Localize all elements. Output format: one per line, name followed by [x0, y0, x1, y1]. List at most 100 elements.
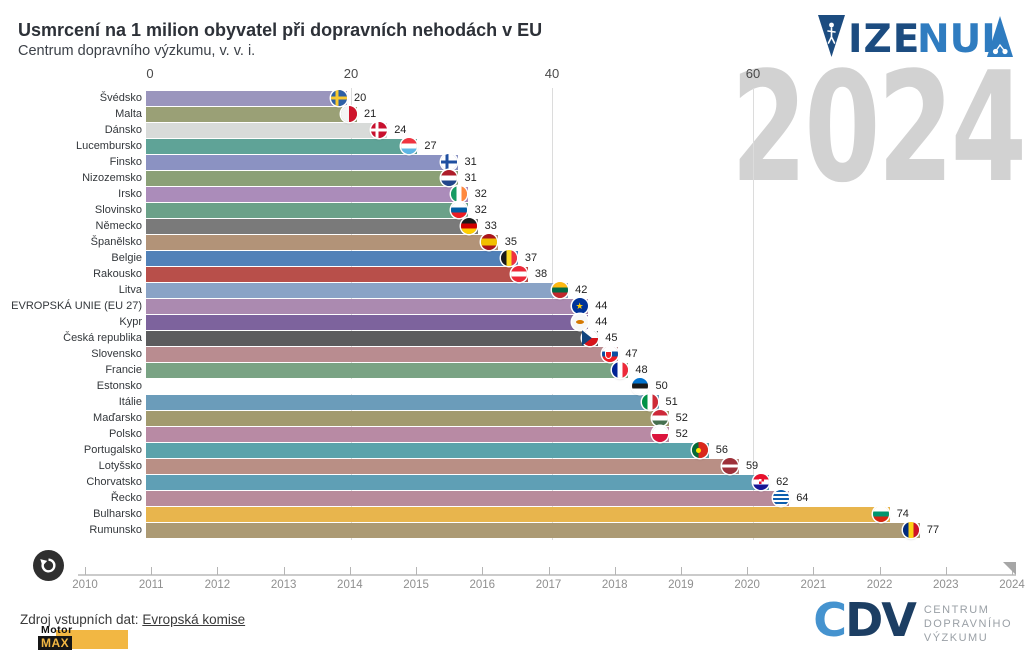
- value-label: 44: [595, 300, 608, 312]
- timeline-year-2014[interactable]: 2014: [337, 579, 363, 591]
- bar-track: 32: [146, 202, 1034, 219]
- flag-icon-se: [330, 90, 347, 106]
- country-label: Lucembursko: [75, 140, 142, 152]
- country-label: Rumunsko: [89, 524, 142, 536]
- timeline-year-2016[interactable]: 2016: [469, 579, 496, 591]
- flag-icon-at: [511, 266, 528, 282]
- value-label: 45: [605, 332, 618, 344]
- timeline-year-2024[interactable]: 2024: [999, 579, 1025, 591]
- country-bar[interactable]: [146, 267, 528, 282]
- value-label: 59: [745, 460, 759, 472]
- country-bar[interactable]: [146, 251, 518, 266]
- country-bar[interactable]: [146, 171, 458, 186]
- timeline-year-2018[interactable]: 2018: [601, 579, 628, 591]
- cdv-logo: CDV CENTRUM DOPRAVNÍHO VÝZKUMU: [813, 596, 1012, 645]
- bar-track: 38: [146, 266, 1034, 283]
- source-note: Zdroj vstupních dat: Evropská komise: [20, 612, 245, 627]
- timeline-year-2015[interactable]: 2015: [403, 579, 429, 591]
- timeline-year-2023[interactable]: 2023: [932, 579, 959, 591]
- table-row: Švédsko 20: [0, 90, 1034, 107]
- table-row: Kypr 44: [0, 314, 1034, 331]
- country-label: Chorvatsko: [86, 476, 142, 488]
- timeline-year-2020[interactable]: 2020: [734, 579, 760, 591]
- bar-track: 44: [146, 314, 1034, 331]
- flag-icon-fr: [611, 362, 628, 378]
- table-row: Rumunsko 77: [0, 522, 1034, 539]
- timeline-year-2017[interactable]: 2017: [535, 579, 562, 591]
- timeline-tick: [879, 567, 881, 575]
- country-bar[interactable]: [146, 219, 478, 234]
- timeline-tick: [85, 567, 86, 575]
- timeline-year-2013[interactable]: 2013: [270, 579, 297, 591]
- bar-track: 48: [146, 362, 1034, 379]
- cdv-text-line3: VÝZKUMU: [923, 632, 989, 644]
- country-bar[interactable]: [146, 187, 468, 202]
- timeline-year-2019[interactable]: 2019: [668, 579, 694, 591]
- country-bar[interactable]: [146, 507, 890, 522]
- bar-track: 47: [146, 346, 1034, 363]
- gridline: [351, 88, 352, 540]
- flag-icon-ie: [451, 186, 468, 202]
- country-bar[interactable]: [146, 459, 739, 474]
- country-bar[interactable]: [146, 491, 790, 506]
- country-label: Německo: [95, 220, 142, 232]
- value-label: 35: [504, 236, 517, 248]
- country-bar[interactable]: [146, 299, 589, 314]
- motormax-motor-text: Motor: [41, 624, 73, 636]
- bar-track: 35: [146, 234, 1034, 251]
- flag-icon-lv: [722, 458, 739, 474]
- country-bar[interactable]: [146, 155, 458, 170]
- value-label: 31: [464, 172, 477, 184]
- bar-track: 62: [146, 474, 1034, 491]
- axis-tick-label: 40: [544, 66, 560, 81]
- source-link[interactable]: Evropská komise: [142, 612, 246, 627]
- country-bar[interactable]: [146, 427, 669, 442]
- flag-icon-de: [461, 218, 478, 234]
- replay-button[interactable]: [33, 550, 64, 581]
- country-bar[interactable]: [146, 523, 920, 538]
- country-bar[interactable]: [146, 283, 569, 298]
- timeline-year-2021[interactable]: 2021: [800, 579, 827, 591]
- country-bar[interactable]: [146, 347, 619, 362]
- country-bar[interactable]: [146, 107, 358, 122]
- timeline-year-2022[interactable]: 2022: [866, 579, 893, 591]
- country-bar[interactable]: [146, 395, 659, 410]
- country-label: Nizozemsko: [82, 172, 142, 184]
- timeline-tick: [283, 567, 285, 575]
- country-label: Finsko: [109, 156, 142, 168]
- country-label: Slovensko: [91, 348, 142, 360]
- country-bar[interactable]: [146, 203, 468, 218]
- country-bar[interactable]: [146, 91, 347, 106]
- table-row: Litva 42: [0, 282, 1034, 299]
- timeline-year-2012[interactable]: 2012: [204, 579, 231, 591]
- value-label: 74: [896, 508, 909, 520]
- flag-icon-it: [642, 394, 659, 410]
- value-label: 47: [625, 348, 638, 360]
- country-label: Lotyšsko: [98, 460, 142, 472]
- timeline-year-2011[interactable]: 2011: [138, 579, 164, 591]
- country-bar[interactable]: [146, 363, 629, 378]
- country-bar[interactable]: [146, 379, 649, 394]
- country-bar[interactable]: [146, 315, 589, 330]
- country-bar[interactable]: [146, 331, 599, 346]
- flag-icon-be: [501, 250, 518, 266]
- value-label: 77: [926, 524, 940, 536]
- replay-icon: [40, 558, 56, 573]
- bar-track: 56: [146, 442, 1034, 459]
- value-label: 62: [776, 476, 789, 488]
- country-bar[interactable]: [146, 411, 669, 426]
- country-bar[interactable]: [146, 235, 498, 250]
- country-bar[interactable]: [146, 475, 770, 490]
- table-row: Česká republika 45: [0, 330, 1034, 347]
- timeline-year-2010[interactable]: 2010: [72, 579, 98, 591]
- country-bar[interactable]: [146, 443, 709, 458]
- bar-track: 77: [146, 522, 1034, 539]
- country-bar[interactable]: [146, 139, 418, 154]
- value-label: 32: [474, 204, 487, 216]
- table-row: Bulharsko 74: [0, 506, 1034, 523]
- country-bar[interactable]: [146, 123, 388, 138]
- flag-icon-cz: [581, 330, 598, 346]
- timeline-track[interactable]: [78, 574, 1016, 576]
- timeline-tick: [813, 567, 815, 575]
- value-label: 52: [675, 412, 688, 424]
